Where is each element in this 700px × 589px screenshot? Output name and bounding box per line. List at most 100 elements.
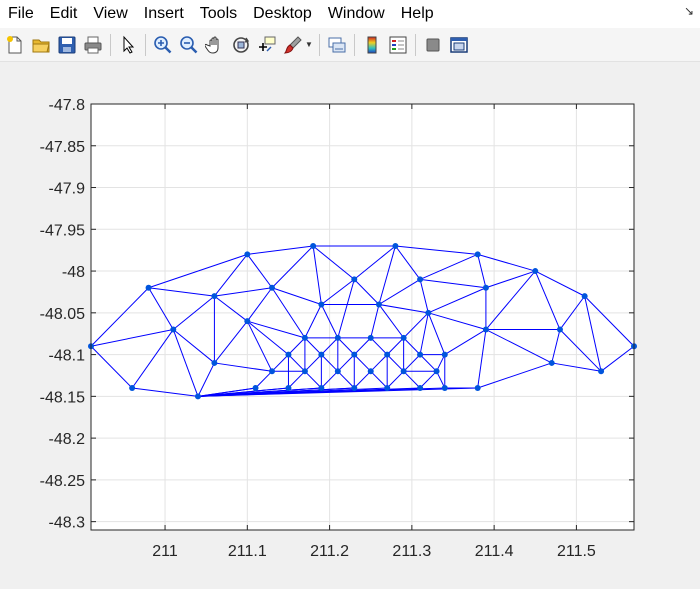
mesh-edge	[395, 245, 478, 255]
mesh-edge	[337, 279, 355, 339]
mesh-edge	[288, 354, 306, 372]
mesh-edge	[90, 345, 133, 389]
figure-toolbar: ▼	[0, 28, 700, 62]
mesh-edge	[337, 370, 355, 389]
menu-view[interactable]: View	[93, 5, 128, 22]
mesh-edge	[485, 329, 552, 364]
data-point	[482, 284, 489, 291]
mesh-edge	[584, 296, 602, 372]
data-point	[532, 268, 539, 275]
data-point	[598, 368, 605, 375]
mesh-edge	[395, 245, 421, 280]
mesh-edge	[428, 312, 487, 331]
menu-insert[interactable]: Insert	[143, 5, 184, 22]
menu-edit[interactable]: Edit	[49, 5, 78, 22]
data-point	[367, 368, 374, 375]
legend-icon[interactable]	[387, 34, 409, 56]
x-tick-label: 211	[152, 543, 178, 560]
mesh-edge	[378, 303, 429, 314]
mesh-edge	[353, 279, 380, 305]
y-tick-label: -48.2	[49, 431, 86, 448]
y-tick-label: -48.1	[49, 348, 86, 365]
data-point	[318, 385, 325, 391]
brush-dropdown-icon[interactable]: ▼	[305, 40, 313, 49]
data-point	[334, 334, 341, 341]
print-icon[interactable]	[82, 34, 104, 56]
new-figure-icon[interactable]	[4, 34, 26, 56]
data-point	[351, 276, 358, 283]
save-icon[interactable]	[56, 34, 78, 56]
mesh-edge	[246, 320, 273, 372]
mesh-edge	[370, 337, 388, 355]
data-point	[194, 393, 201, 400]
mesh-edge	[288, 370, 306, 389]
data-point	[400, 334, 407, 341]
data-point	[474, 251, 481, 258]
mesh-edge	[247, 245, 314, 255]
y-tick-label: -47.85	[40, 139, 85, 156]
mesh-edge	[353, 245, 396, 280]
mesh-edge	[214, 254, 248, 297]
select-arrow-icon[interactable]	[117, 34, 139, 56]
mesh-edge	[485, 270, 536, 330]
data-point	[318, 301, 325, 308]
mesh-edge	[403, 370, 421, 389]
mesh-edge	[321, 279, 355, 305]
mesh-edge	[378, 304, 405, 339]
data-point	[384, 385, 391, 391]
mesh-edge	[172, 329, 199, 397]
mesh-edge	[419, 253, 478, 280]
rotate-3d-icon[interactable]	[230, 34, 252, 56]
mesh-edge	[197, 387, 355, 397]
mesh-edge	[304, 370, 322, 389]
menu-help[interactable]: Help	[400, 5, 434, 22]
zoom-in-icon[interactable]	[152, 34, 174, 56]
mesh-edge	[271, 245, 314, 289]
mesh-edge	[197, 387, 478, 397]
menu-tools[interactable]: Tools	[199, 5, 238, 22]
mesh-edge	[477, 253, 536, 272]
pan-hand-icon[interactable]	[204, 34, 226, 56]
brush-icon[interactable]	[282, 34, 304, 56]
data-point	[310, 243, 317, 249]
mesh-edge	[353, 354, 372, 372]
y-tick-label: -48.05	[40, 306, 85, 323]
mesh-edge	[386, 354, 404, 372]
data-point	[244, 318, 251, 325]
show-plot-tools-icon[interactable]	[448, 34, 470, 56]
mesh-edge	[247, 320, 306, 339]
mesh-edge	[90, 329, 174, 347]
data-point	[334, 368, 341, 375]
mesh-edge	[255, 370, 273, 389]
mesh-edge	[172, 295, 215, 330]
axes-background	[91, 104, 634, 530]
mesh-edge	[132, 387, 199, 397]
data-cursor-icon[interactable]	[256, 34, 278, 56]
mesh-edge	[247, 320, 289, 355]
mesh-edge	[90, 287, 149, 347]
data-point	[285, 351, 292, 358]
data-point	[425, 309, 432, 316]
data-point	[417, 276, 424, 283]
toolbar-separator	[145, 33, 146, 56]
menu-desktop[interactable]: Desktop	[253, 5, 312, 22]
zoom-out-icon[interactable]	[178, 34, 200, 56]
toolbar-separator	[353, 33, 355, 56]
mesh-edge	[403, 337, 421, 355]
colorbar-icon[interactable]	[361, 34, 383, 56]
data-point	[581, 293, 588, 300]
mesh-edge	[428, 287, 487, 314]
data-point	[211, 293, 218, 300]
plot-axes[interactable]: 211 211.1 211.2 211.3 211.4 211.5 -47.8 -47.85 -…	[0, 63, 700, 589]
mesh-edge	[419, 312, 429, 355]
link-plot-icon[interactable]	[326, 34, 348, 56]
mesh-edge	[214, 362, 273, 372]
hide-plot-tools-icon[interactable]	[422, 34, 444, 56]
menu-file[interactable]: File	[8, 5, 34, 22]
toolbar-separator	[318, 33, 320, 56]
menu-window[interactable]: Window	[327, 5, 385, 22]
dock-figure-button[interactable]: ↘	[683, 4, 694, 18]
mesh-edge	[477, 329, 487, 389]
mesh-edge	[477, 254, 487, 288]
open-file-icon[interactable]	[30, 34, 52, 56]
